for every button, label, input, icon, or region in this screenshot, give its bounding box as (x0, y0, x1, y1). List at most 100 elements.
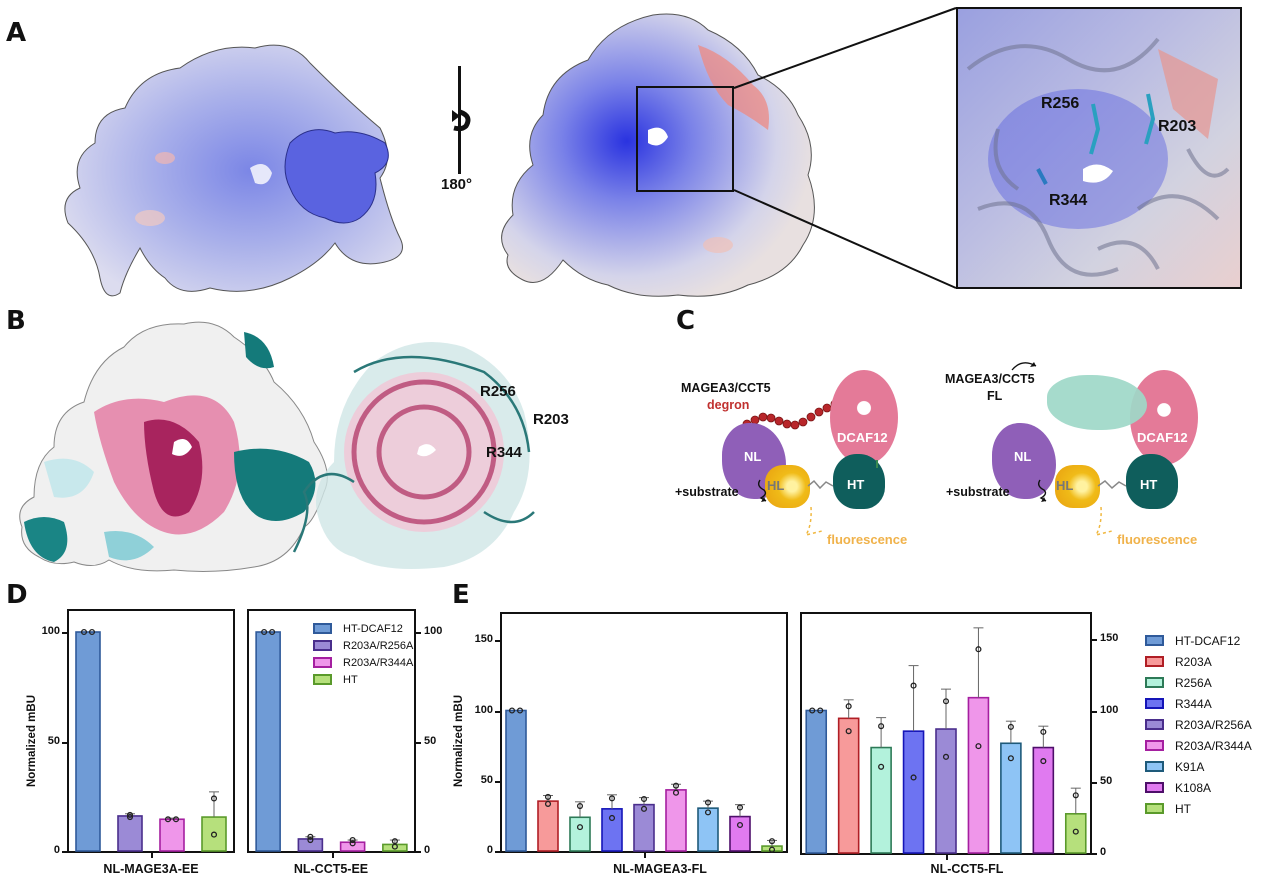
bar-r203a-r256a (633, 795, 655, 852)
legend-label: R203A/R344A (1175, 738, 1252, 753)
bar-ht (761, 838, 783, 853)
legend-label: R203A/R344A (343, 656, 414, 669)
plot-frame (800, 612, 1092, 855)
y-tick (62, 632, 67, 634)
bar-ht-dcaf12 (805, 707, 828, 854)
x-tick (946, 855, 948, 860)
legend-swatch (1145, 635, 1164, 646)
residue-label-b-r203: R203 (533, 411, 569, 428)
ht-label-right: HT (1140, 477, 1158, 492)
legend-item: R203A/R256A (1145, 714, 1252, 735)
bar-series (805, 627, 1087, 854)
substrate-label: MAGEA3/CCT5 (681, 381, 771, 395)
hl-label: HL (767, 478, 785, 493)
bar-k108a (729, 804, 751, 852)
bar-ht-dcaf12 (255, 628, 281, 852)
legend-swatch (1145, 677, 1164, 688)
y-axis-title: Normalized mBU (26, 694, 38, 788)
x-axis-label: NL-CCT5-FL (930, 862, 1004, 876)
legend-label: HT (343, 673, 358, 686)
y-tick-label: 0 (424, 844, 431, 856)
bar-r203a-r344a (159, 816, 185, 852)
y-tick-label: 150 (1100, 632, 1119, 645)
plot-frame (247, 609, 416, 853)
protein-ribbon-b-conservation (292, 342, 535, 570)
ht-label: HT (847, 477, 865, 492)
y-tick-label: 100 (474, 703, 493, 716)
legend-swatch (1145, 761, 1164, 772)
legend-item: HT-DCAF12 (313, 620, 413, 637)
zoom-region-box (636, 86, 734, 192)
y-tick-label: 0 (1100, 846, 1107, 858)
plus-substrate-label: +substrate (675, 485, 739, 499)
x-tick (151, 853, 153, 858)
x-axis-label: NL-MAGE3A-EE (103, 862, 199, 876)
y-tick (62, 741, 67, 744)
binding-arrow-icon (1011, 362, 1037, 371)
fl-label: FL (987, 389, 1003, 403)
assay-schematic-full-length: MAGEA3/CCT5 FL DCAF12 NL HL HT +substrat… (945, 300, 1280, 560)
y-tick (495, 780, 500, 783)
y-tick (416, 632, 421, 634)
chart-legend: HT-DCAF12 R203A/R256A R203A/R344A HT (313, 620, 413, 688)
legend-label: R256A (1175, 675, 1212, 690)
y-tick-label: 50 (480, 773, 493, 786)
bar-r256a (569, 801, 591, 852)
y-tick (1092, 781, 1097, 784)
residue-label-r256: R256 (1041, 95, 1080, 112)
bar-ht-dcaf12 (505, 707, 527, 852)
legend-swatch (1145, 698, 1164, 709)
bar-ht (382, 838, 408, 852)
residue-label-b-r344: R344 (486, 444, 522, 461)
zoom-inset: R256 R203 R344 (956, 7, 1242, 289)
bar-series (505, 707, 783, 853)
plot-frame (67, 609, 235, 853)
ht-protein-right (1126, 454, 1178, 509)
legend-item: R203A (1145, 651, 1252, 672)
bar-r203a-r344a (967, 627, 990, 854)
dcaf-ht-linker (876, 460, 878, 468)
panel-letter-c: C (676, 306, 696, 336)
rotation-label: 180° (441, 176, 473, 193)
dcaf12-protein-right (1130, 370, 1198, 465)
panel-letter-d: D (6, 580, 28, 610)
legend-item: R203A/R344A (1145, 735, 1252, 756)
substrate-arrow-icon (757, 479, 767, 502)
inset-ribbon-structure (966, 37, 1230, 277)
legend-item: K91A (1145, 756, 1252, 777)
y-tick-label: 100 (1100, 703, 1119, 716)
nl-label-right: NL (1014, 449, 1032, 464)
y-tick-label: 50 (47, 734, 60, 747)
y-tick-label: 100 (424, 625, 443, 637)
legend-item: R203A/R344A (313, 654, 413, 671)
legend-item: HT (313, 671, 413, 688)
y-tick (416, 741, 421, 744)
chart-legend: HT-DCAF12 R203A R256A R344A R203A/R256A R203A… (1145, 630, 1252, 819)
legend-swatch (313, 640, 332, 651)
nl-label: NL (744, 449, 762, 464)
fluorescence-arrow-icon (804, 506, 823, 537)
y-tick (1092, 710, 1097, 713)
legend-swatch (1145, 656, 1164, 667)
legend-item: HT-DCAF12 (1145, 630, 1252, 651)
bar-r203a (537, 793, 559, 852)
rotation-indicator (446, 66, 476, 186)
y-tick (495, 710, 500, 713)
linker-zigzag-right (1097, 480, 1127, 490)
legend-item: R344A (1145, 693, 1252, 714)
legend-item: R256A (1145, 672, 1252, 693)
legend-label: K108A (1175, 780, 1212, 795)
dcaf12-protein (830, 370, 898, 465)
legend-item: HT (1145, 798, 1252, 819)
bar-r344a (902, 665, 925, 854)
legend-swatch (1145, 782, 1164, 793)
x-axis-label: NL-CCT5-EE (293, 862, 369, 876)
bar-series (255, 628, 408, 852)
linker-zigzag (807, 479, 834, 490)
bar-k108a (1032, 725, 1055, 854)
legend-item: K108A (1145, 777, 1252, 798)
fluorescence-label: fluorescence (827, 532, 908, 547)
y-tick-label: 0 (486, 844, 493, 856)
x-tick (331, 853, 334, 858)
legend-swatch (313, 674, 332, 685)
